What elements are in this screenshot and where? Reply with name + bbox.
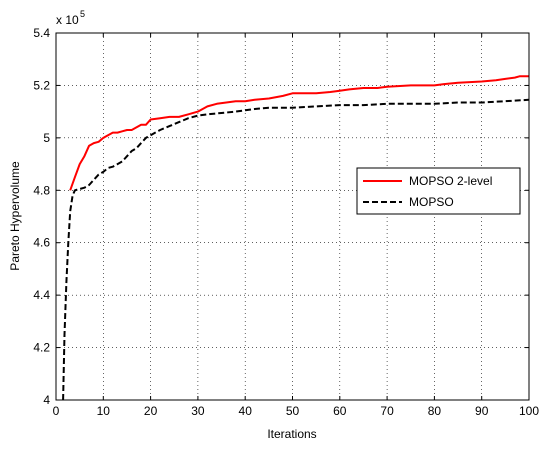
x-tick-label: 60	[333, 404, 347, 418]
series-layer	[62, 75, 530, 401]
legend-box	[356, 167, 521, 215]
y-tick-label: 4.6	[33, 236, 50, 250]
y-axis-label: Pareto Hypervolume	[8, 161, 22, 271]
y-multiplier-exponent: 5	[80, 9, 85, 19]
y-tick-label: 4.8	[33, 183, 50, 197]
x-tick-label: 40	[239, 404, 253, 418]
x-tick-label: 90	[475, 404, 489, 418]
y-tick-label: 4.4	[33, 288, 50, 302]
y-multiplier-label: x 10	[56, 13, 79, 27]
x-axis-label: Iterations	[267, 427, 316, 441]
legend: MOPSO 2-level MOPSO	[356, 167, 521, 215]
plot-background	[56, 33, 529, 400]
x-tick-label: 100	[519, 404, 539, 418]
y-tick-label: 5.2	[33, 78, 50, 92]
grid-lines	[56, 33, 529, 400]
x-tick-label: 20	[144, 404, 158, 418]
x-tick-label: 80	[428, 404, 442, 418]
series-line-mopso-2-level	[69, 75, 529, 191]
x-tick-label: 30	[191, 404, 205, 418]
legend-label-mopso: MOPSO	[409, 195, 454, 209]
legend-label-mopso-2-level: MOPSO 2-level	[409, 174, 492, 188]
y-tick-label: 4	[43, 393, 50, 407]
x-tick-label: 10	[97, 404, 111, 418]
y-tick-label: 5	[43, 131, 50, 145]
y-tick-label: 5.4	[33, 26, 50, 40]
series-line-mopso	[62, 98, 530, 401]
x-tick-label: 70	[380, 404, 394, 418]
x-tick-label: 50	[286, 404, 300, 418]
y-tick-label: 4.2	[33, 341, 50, 355]
x-tick-label: 0	[53, 404, 60, 418]
axis-ticks: 0 10 20 30 40 50 60 70 80 90 100 4 4.2 4.4 4.6 4.8 5 5.2 5…	[33, 26, 539, 418]
